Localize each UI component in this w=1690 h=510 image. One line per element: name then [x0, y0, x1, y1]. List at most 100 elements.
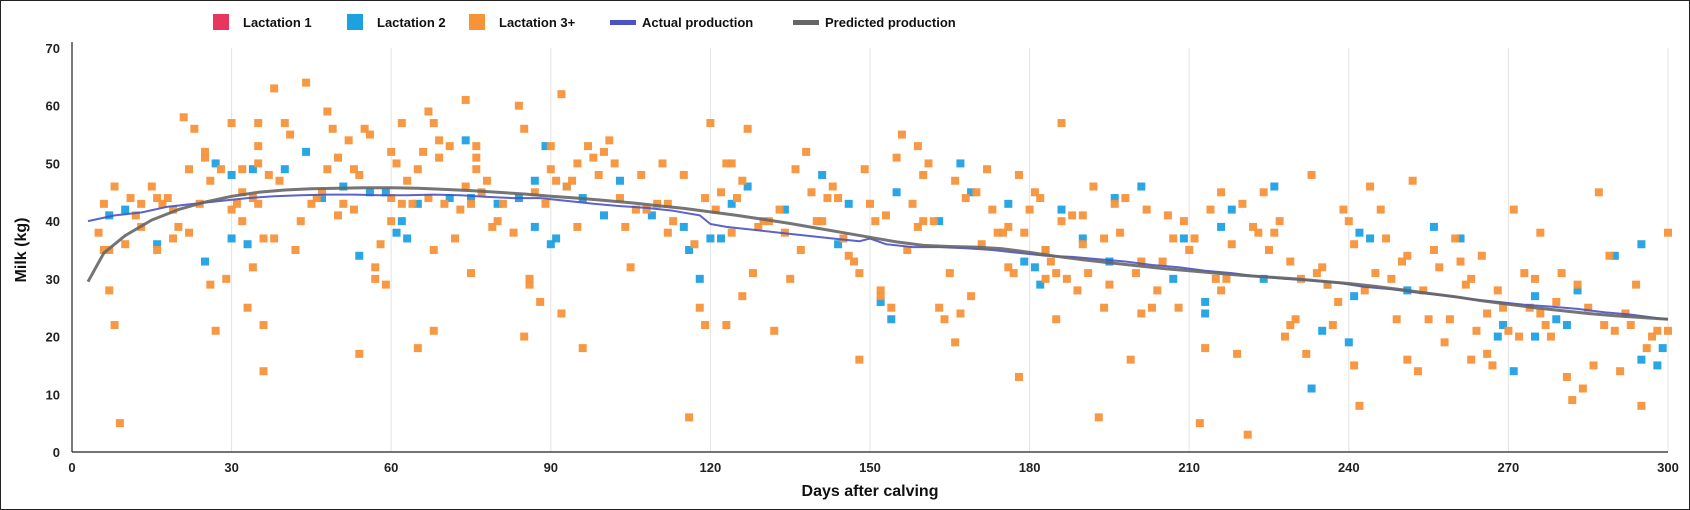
point-lactation-3	[1185, 246, 1194, 254]
point-lactation-2	[956, 159, 965, 168]
point-lactation-3	[1100, 303, 1109, 312]
legend-item-actual-production: Actual production	[610, 15, 753, 30]
point-lactation-3	[663, 199, 672, 208]
point-lactation-3	[951, 176, 960, 185]
point-lactation-2	[1137, 182, 1146, 191]
point-lactation-3	[1360, 286, 1369, 295]
point-lactation-2	[318, 194, 327, 203]
point-lactation-3	[594, 170, 603, 179]
point-lactation-3	[573, 222, 582, 231]
point-lactation-3	[1137, 257, 1146, 266]
point-lactation-3	[1307, 170, 1316, 179]
point-lactation-3	[961, 194, 970, 203]
point-lactation-3	[935, 303, 944, 312]
point-lactation-3	[897, 130, 906, 139]
point-lactation-3	[174, 222, 183, 231]
point-lactation-3	[1041, 274, 1050, 283]
point-lactation-3	[573, 159, 582, 168]
point-lactation-2	[445, 194, 454, 203]
legend-swatch	[347, 14, 363, 30]
point-lactation-3	[1270, 228, 1279, 237]
point-lactation-3	[1009, 269, 1018, 278]
point-lactation-3	[919, 170, 928, 179]
point-lactation-3	[227, 119, 236, 128]
point-lactation-3	[413, 344, 422, 353]
point-lactation-2	[1493, 332, 1502, 341]
point-lactation-3	[1440, 338, 1449, 347]
point-lactation-3	[876, 292, 885, 301]
point-lactation-2	[541, 142, 550, 151]
point-lactation-3	[429, 326, 438, 335]
point-lactation-3	[318, 188, 327, 197]
point-lactation-3	[248, 263, 257, 272]
point-lactation-2	[600, 211, 608, 220]
point-lactation-3	[1648, 332, 1657, 341]
point-lactation-3	[115, 419, 124, 428]
point-lactation-3	[685, 413, 694, 422]
point-lactation-3	[360, 124, 369, 133]
point-lactation-3	[1472, 326, 1481, 335]
point-lactation-3	[1461, 280, 1470, 289]
x-axis-title: Days after calving	[802, 483, 939, 500]
point-lactation-3	[993, 228, 1002, 237]
point-lactation-3	[1334, 297, 1343, 306]
point-lactation-3	[334, 211, 342, 220]
point-lactation-3	[1626, 321, 1635, 330]
point-lactation-2	[887, 315, 896, 324]
point-lactation-3	[1227, 240, 1236, 249]
x-tick-label: 270	[1498, 460, 1520, 475]
point-lactation-3	[679, 170, 688, 179]
point-lactation-3	[153, 246, 162, 254]
x-tick-label: 30	[224, 460, 238, 475]
point-lactation-3	[1238, 199, 1247, 208]
point-lactation-2	[1318, 326, 1327, 335]
point-lactation-3	[190, 124, 199, 133]
point-lactation-2	[1004, 199, 1013, 208]
point-lactation-3	[546, 142, 555, 151]
point-lactation-3	[525, 280, 534, 289]
point-lactation-3	[786, 274, 795, 283]
point-lactation-3	[727, 228, 736, 237]
point-lactation-3	[972, 188, 981, 197]
point-lactation-3	[791, 165, 800, 174]
point-lactation-3	[1280, 332, 1289, 341]
point-lactation-3	[408, 199, 417, 208]
point-lactation-3	[552, 176, 561, 185]
point-lactation-3	[1376, 205, 1385, 214]
point-lactation-3	[1254, 228, 1263, 237]
legend-item-lactation-3: Lactation 3+	[469, 14, 576, 30]
point-lactation-3	[498, 199, 507, 208]
point-lactation-2	[403, 234, 412, 243]
point-lactation-3	[812, 217, 821, 226]
point-lactation-3	[818, 217, 827, 226]
point-lactation-2	[706, 234, 715, 243]
point-lactation-3	[163, 194, 172, 203]
point-lactation-3	[387, 194, 396, 203]
point-lactation-2	[467, 194, 475, 203]
point-lactation-3	[1318, 263, 1327, 272]
point-lactation-3	[472, 153, 481, 162]
point-lactation-2	[339, 182, 348, 191]
point-lactation-3	[541, 199, 550, 208]
point-lactation-3	[828, 182, 837, 191]
point-lactation-3	[589, 153, 598, 162]
point-lactation-3	[520, 332, 529, 341]
point-lactation-3	[887, 303, 896, 312]
point-lactation-3	[600, 147, 608, 156]
point-lactation-3	[690, 240, 699, 249]
point-lactation-3	[754, 222, 763, 231]
legend-item-lactation-2: Lactation 2	[347, 14, 446, 30]
point-lactation-2	[1259, 274, 1268, 283]
legend-label: Actual production	[642, 15, 753, 30]
point-lactation-3	[759, 217, 768, 226]
point-lactation-3	[238, 165, 247, 174]
point-lactation-3	[99, 246, 108, 254]
point-lactation-3	[387, 217, 396, 226]
point-lactation-2	[1531, 292, 1539, 301]
point-lactation-3	[807, 188, 816, 197]
y-tick-label: 30	[46, 272, 60, 287]
point-lactation-3	[1004, 263, 1013, 272]
point-lactation-3	[733, 194, 741, 203]
point-lactation-3	[860, 165, 869, 174]
